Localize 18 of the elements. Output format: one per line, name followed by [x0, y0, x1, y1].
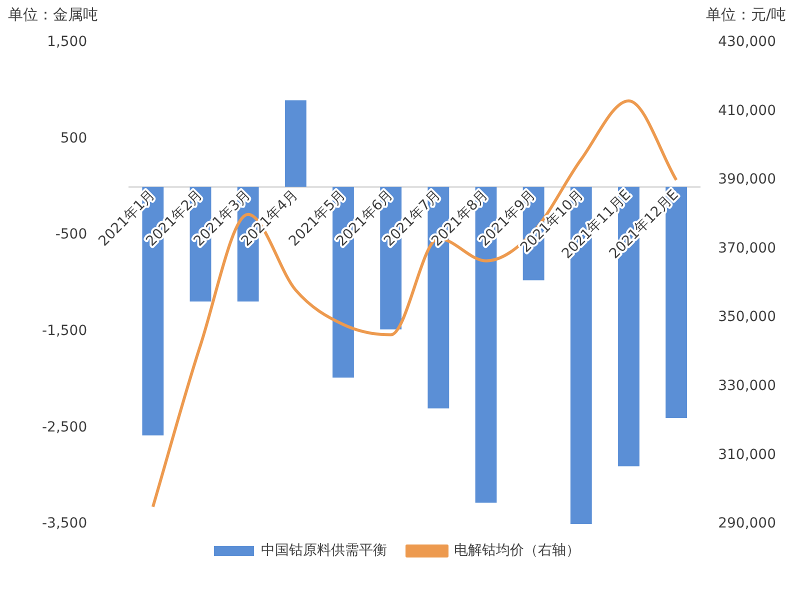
- y2-axis-title: 单位：元/吨: [706, 5, 786, 24]
- y2-tick-label: 330,000: [718, 378, 776, 394]
- y-tick-label: -3,500: [42, 516, 88, 532]
- y2-tick-label: 370,000: [718, 240, 776, 256]
- y2-tick-label: 310,000: [718, 446, 776, 463]
- legend-label: 中国钴原料供需平衡: [261, 542, 387, 559]
- y2-tick-label: 430,000: [718, 34, 776, 50]
- y-axis-title: 单位：金属吨: [8, 5, 98, 24]
- y2-tick-label: 410,000: [718, 102, 776, 119]
- y-tick-label: 500: [60, 130, 88, 146]
- y-tick-label: -500: [55, 226, 88, 243]
- y2-tick-label: 350,000: [718, 309, 776, 326]
- y2-tick-label: 290,000: [718, 516, 776, 532]
- y-tick-label: -2,500: [42, 419, 88, 436]
- y-tick-label: -1,500: [42, 323, 88, 339]
- y2-tick-label: 390,000: [718, 172, 776, 188]
- legend-label: 电解钴均价（右轴）: [454, 542, 580, 559]
- y-tick-label: 1,500: [47, 34, 88, 50]
